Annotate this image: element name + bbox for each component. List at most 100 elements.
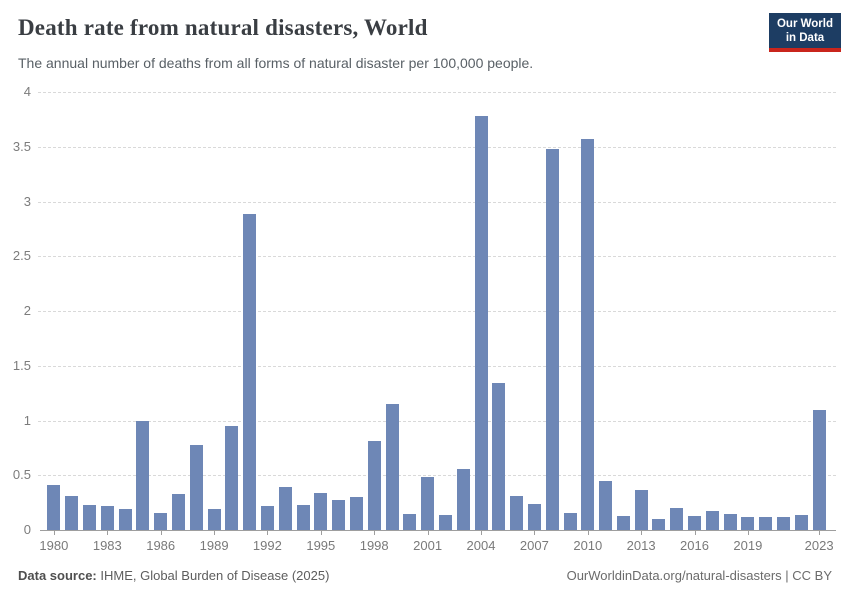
y-axis-label: 3: [23, 193, 31, 209]
x-axis-tick: [587, 531, 589, 535]
gridline: [38, 365, 836, 367]
bar-2012[interactable]: [616, 515, 630, 530]
bar-1980[interactable]: [47, 485, 61, 530]
bar-1987[interactable]: [172, 493, 185, 530]
bar-2013[interactable]: [634, 489, 648, 530]
page-subtitle: The annual number of deaths from all for…: [18, 55, 534, 71]
owid-logo-red-strip: [769, 48, 841, 52]
x-axis-label: 2007: [519, 538, 549, 553]
owid-logo-line2: in Data: [785, 32, 825, 44]
x-axis-line: [40, 530, 836, 531]
x-axis-tick: [427, 531, 429, 535]
bar-2016[interactable]: [688, 515, 701, 530]
bar-2015[interactable]: [670, 508, 684, 530]
bar-2023[interactable]: [812, 409, 826, 530]
gridline: [38, 201, 836, 203]
x-axis-label: 1986: [146, 538, 176, 553]
bar-1998[interactable]: [367, 441, 381, 530]
x-axis-tick: [534, 531, 536, 535]
bar-1996[interactable]: [332, 500, 346, 530]
page-title: Death rate from natural disasters, World: [18, 15, 428, 40]
x-axis-tick: [481, 531, 482, 535]
bar-2002[interactable]: [438, 514, 452, 530]
owid-logo[interactable]: Our World in Data: [769, 13, 841, 52]
bar-2000[interactable]: [403, 513, 417, 530]
bar-1983[interactable]: [100, 505, 114, 530]
bar-1992[interactable]: [260, 505, 274, 530]
x-axis-tick: [267, 531, 269, 535]
bar-2003[interactable]: [456, 468, 470, 530]
bar-1994[interactable]: [296, 504, 310, 530]
bar-1981[interactable]: [65, 496, 79, 530]
bar-2014[interactable]: [652, 519, 666, 530]
gridline: [38, 420, 836, 422]
bar-2019[interactable]: [741, 516, 755, 530]
data-source: Data source: IHME, Global Burden of Dise…: [18, 568, 329, 583]
y-axis-label: 0.5: [12, 467, 31, 483]
y-axis-label: 1.5: [12, 357, 31, 373]
bar-1984[interactable]: [118, 509, 132, 530]
x-axis-tick: [214, 531, 216, 535]
x-axis-label: 1995: [306, 538, 336, 553]
y-axis-label: 1: [23, 412, 31, 428]
gridline: [38, 146, 836, 148]
y-axis-label: 4: [23, 84, 31, 99]
bar-1982[interactable]: [83, 504, 96, 530]
bar-2022[interactable]: [794, 514, 808, 530]
bar-1999[interactable]: [385, 404, 399, 530]
bar-1988[interactable]: [189, 444, 203, 530]
bar-2020[interactable]: [759, 516, 773, 530]
x-axis-label: 2019: [733, 538, 763, 553]
x-axis-label: 2023: [804, 538, 834, 553]
bar-2009[interactable]: [563, 512, 577, 530]
bar-1990[interactable]: [225, 426, 239, 530]
bar-2010[interactable]: [581, 139, 595, 530]
gridline: [38, 475, 836, 477]
x-axis-label: 1980: [39, 538, 69, 553]
x-axis-label: 2010: [573, 538, 603, 553]
x-axis-label: 2016: [680, 538, 709, 553]
bar-2008[interactable]: [545, 148, 559, 530]
bar-1995[interactable]: [314, 492, 328, 530]
x-axis-tick: [320, 531, 322, 535]
chart-footer: Data source: IHME, Global Burden of Dise…: [18, 568, 832, 583]
bar-1991[interactable]: [243, 213, 257, 530]
x-axis-label: 2001: [413, 538, 443, 553]
owid-url-link[interactable]: OurWorldinData.org/natural-disasters | C…: [566, 568, 832, 583]
bar-2001[interactable]: [421, 477, 435, 530]
x-axis-label: 1998: [359, 538, 389, 553]
gridline: [38, 92, 836, 93]
y-axis-label: 3.5: [12, 138, 31, 154]
data-source-label: Data source:: [18, 568, 97, 583]
y-axis-label: 2: [23, 303, 31, 318]
x-axis-tick: [694, 531, 696, 535]
bar-1989[interactable]: [207, 509, 221, 530]
x-axis-label: 2004: [466, 538, 496, 553]
x-axis-tick: [641, 531, 643, 535]
bar-1986[interactable]: [154, 512, 168, 530]
x-axis-tick: [53, 531, 55, 535]
bar-2017[interactable]: [705, 511, 719, 530]
gridline: [38, 256, 836, 258]
bar-1985[interactable]: [136, 420, 150, 530]
bar-2007[interactable]: [527, 503, 541, 530]
bar-2018[interactable]: [723, 513, 737, 530]
bar-1993[interactable]: [278, 487, 292, 530]
x-axis-label: 1983: [92, 538, 122, 553]
bar-2021[interactable]: [777, 516, 790, 530]
x-axis-label: 2013: [626, 538, 656, 553]
y-axis-label: 0: [23, 522, 31, 537]
x-axis-label: 1992: [252, 538, 282, 553]
bar-2005[interactable]: [492, 383, 506, 530]
x-axis-tick: [107, 531, 109, 535]
x-axis-tick: [747, 531, 749, 535]
bar-2011[interactable]: [599, 480, 613, 530]
x-axis-tick: [160, 531, 162, 535]
bar-2006[interactable]: [510, 496, 524, 530]
owid-logo-line1: Our World: [776, 18, 833, 30]
bar-2004[interactable]: [474, 116, 488, 530]
y-axis-label: 2.5: [12, 248, 31, 264]
x-axis-tick: [819, 531, 821, 535]
bar-1997[interactable]: [349, 497, 363, 530]
